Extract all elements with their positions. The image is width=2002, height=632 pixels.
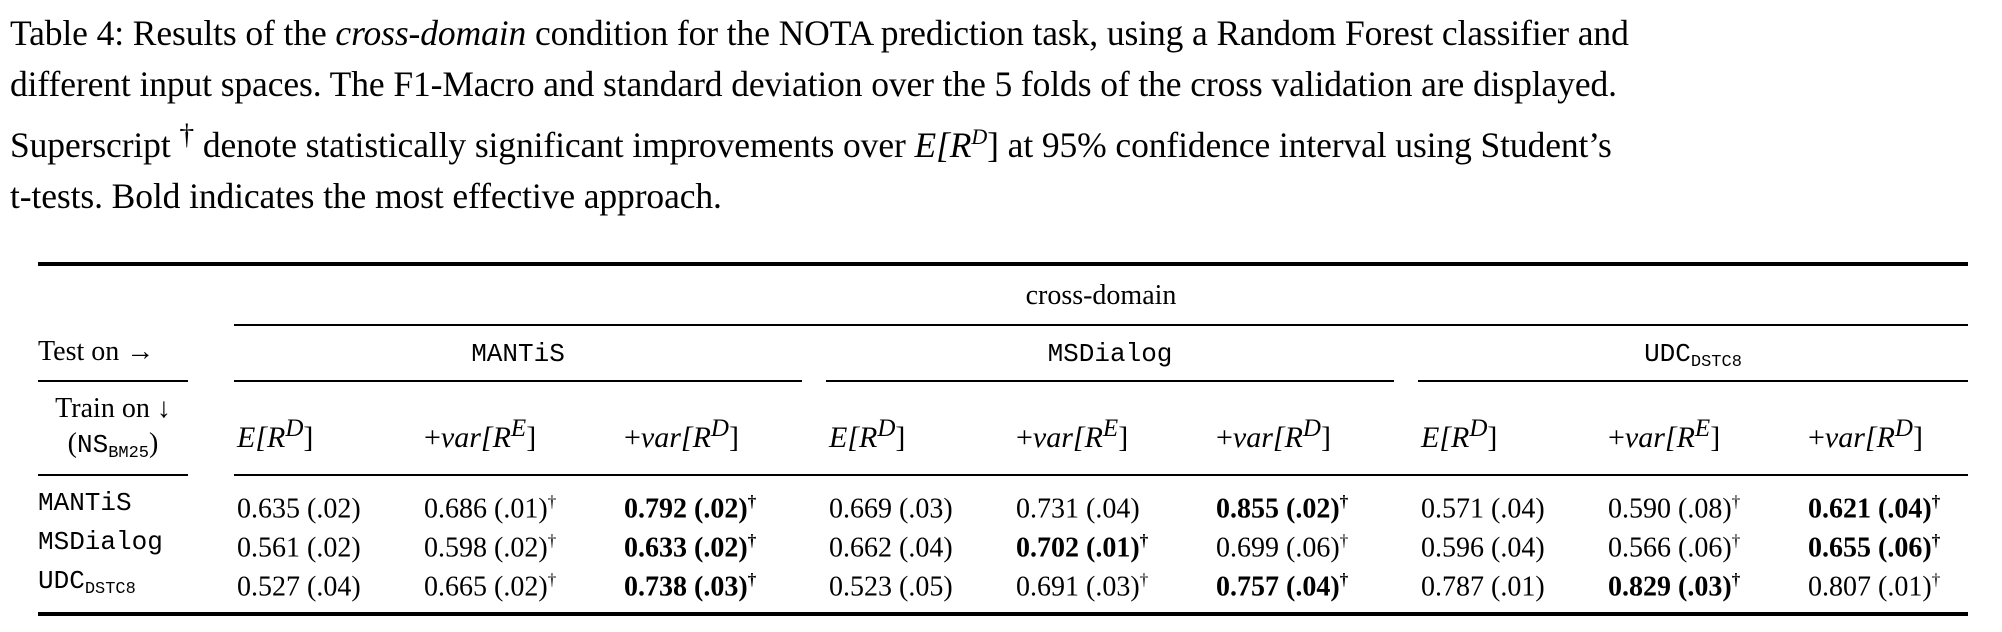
- group-header-rule: [234, 324, 1968, 326]
- caption-line-3: Superscript † denote statistically signi…: [10, 110, 1995, 171]
- table-cell: 0.757 (.04)†: [1216, 570, 1349, 603]
- column-header: +var[RE]: [1608, 415, 1721, 454]
- column-header: E[RD]: [829, 415, 906, 454]
- row-label: MSDialog: [38, 527, 163, 557]
- table-cell: 0.523 (.05): [829, 571, 953, 603]
- test-on-rule: [38, 380, 188, 382]
- column-header: +var[RD]: [624, 415, 739, 454]
- caption-text: denote statistically significant improve…: [194, 124, 915, 165]
- mantis-header-rule: [234, 380, 802, 382]
- msdialog-header-rule: [826, 380, 1394, 382]
- table-cell: 0.669 (.03): [829, 493, 953, 525]
- table-cell: 0.598 (.02)†: [424, 531, 557, 564]
- column-header: +var[RE]: [424, 415, 537, 454]
- table-cell: 0.635 (.02): [237, 493, 361, 525]
- row-label: MANTiS: [38, 488, 132, 518]
- table-cell: 0.655 (.06)†: [1808, 531, 1941, 564]
- udc-header-rule: [1418, 380, 1968, 382]
- table-cell: 0.807 (.01)†: [1808, 570, 1941, 603]
- row-label: UDCDSTC8: [38, 566, 136, 599]
- test-on-label: Test on →: [38, 336, 155, 367]
- table-cell: 0.527 (.04): [237, 571, 361, 603]
- column-header: +var[RD]: [1216, 415, 1331, 454]
- table-cell: 0.691 (.03)†: [1016, 570, 1149, 603]
- group-header: cross-domain: [1025, 280, 1177, 311]
- ns-label: (NSBM25): [67, 428, 159, 463]
- column-header: +var[RE]: [1016, 415, 1129, 454]
- caption-text: at 95% confidence interval using Student…: [998, 124, 1612, 165]
- table-cell: 0.829 (.03)†: [1608, 570, 1741, 603]
- table-cell: 0.686 (.01)†: [424, 492, 557, 525]
- caption-emphasis: cross-domain: [335, 13, 527, 53]
- table-cell: 0.590 (.08)†: [1608, 492, 1741, 525]
- dagger-symbol: †: [179, 119, 195, 151]
- caption-line-1: Table 4: Results of the cross-domain con…: [10, 8, 1995, 59]
- table-cell: 0.621 (.04)†: [1808, 492, 1941, 525]
- caption-math: E[RD]: [914, 124, 999, 165]
- table-cell: 0.633 (.02)†: [624, 531, 757, 564]
- table-cell: 0.699 (.06)†: [1216, 531, 1349, 564]
- caption-line-2: different input spaces. The F1-Macro and…: [10, 64, 1617, 104]
- table-cell: 0.662 (.04): [829, 532, 953, 564]
- column-header: E[RD]: [1421, 415, 1498, 454]
- table-cell: 0.731 (.04): [1016, 493, 1140, 525]
- caption-line-4: t-tests. Bold indicates the most effecti…: [10, 175, 722, 216]
- table-cell: 0.596 (.04): [1421, 532, 1545, 564]
- caption-text: condition for the NOTA prediction task, …: [526, 13, 1629, 53]
- caption-text: Superscript: [10, 124, 180, 165]
- table-cell: 0.561 (.02): [237, 532, 361, 564]
- train-on-label: Train on ↓: [55, 393, 171, 424]
- table-cell: 0.702 (.01)†: [1016, 531, 1149, 564]
- table-cell: 0.571 (.04): [1421, 493, 1545, 525]
- column-header: +var[RD]: [1808, 415, 1923, 454]
- table-cell: 0.855 (.02)†: [1216, 492, 1349, 525]
- test-set-mantis: MANTiS: [471, 339, 565, 369]
- table-top-rule: [38, 262, 1968, 266]
- table-caption: Table 4: Results of the cross-domain con…: [10, 8, 1995, 222]
- column-header-rule: [234, 474, 1968, 476]
- table-bottom-rule: [38, 612, 1968, 616]
- table-cell: 0.665 (.02)†: [424, 570, 557, 603]
- column-header: E[RD]: [237, 415, 314, 454]
- caption-text: Table 4: Results of the: [10, 13, 336, 53]
- table-cell: 0.787 (.01): [1421, 571, 1545, 603]
- table-cell: 0.792 (.02)†: [624, 492, 757, 525]
- test-set-udc: UDCDSTC8: [1644, 339, 1742, 372]
- table-cell: 0.566 (.06)†: [1608, 531, 1741, 564]
- table-cell: 0.738 (.03)†: [624, 570, 757, 603]
- train-on-rule: [38, 474, 188, 476]
- test-set-msdialog: MSDialog: [1047, 339, 1173, 369]
